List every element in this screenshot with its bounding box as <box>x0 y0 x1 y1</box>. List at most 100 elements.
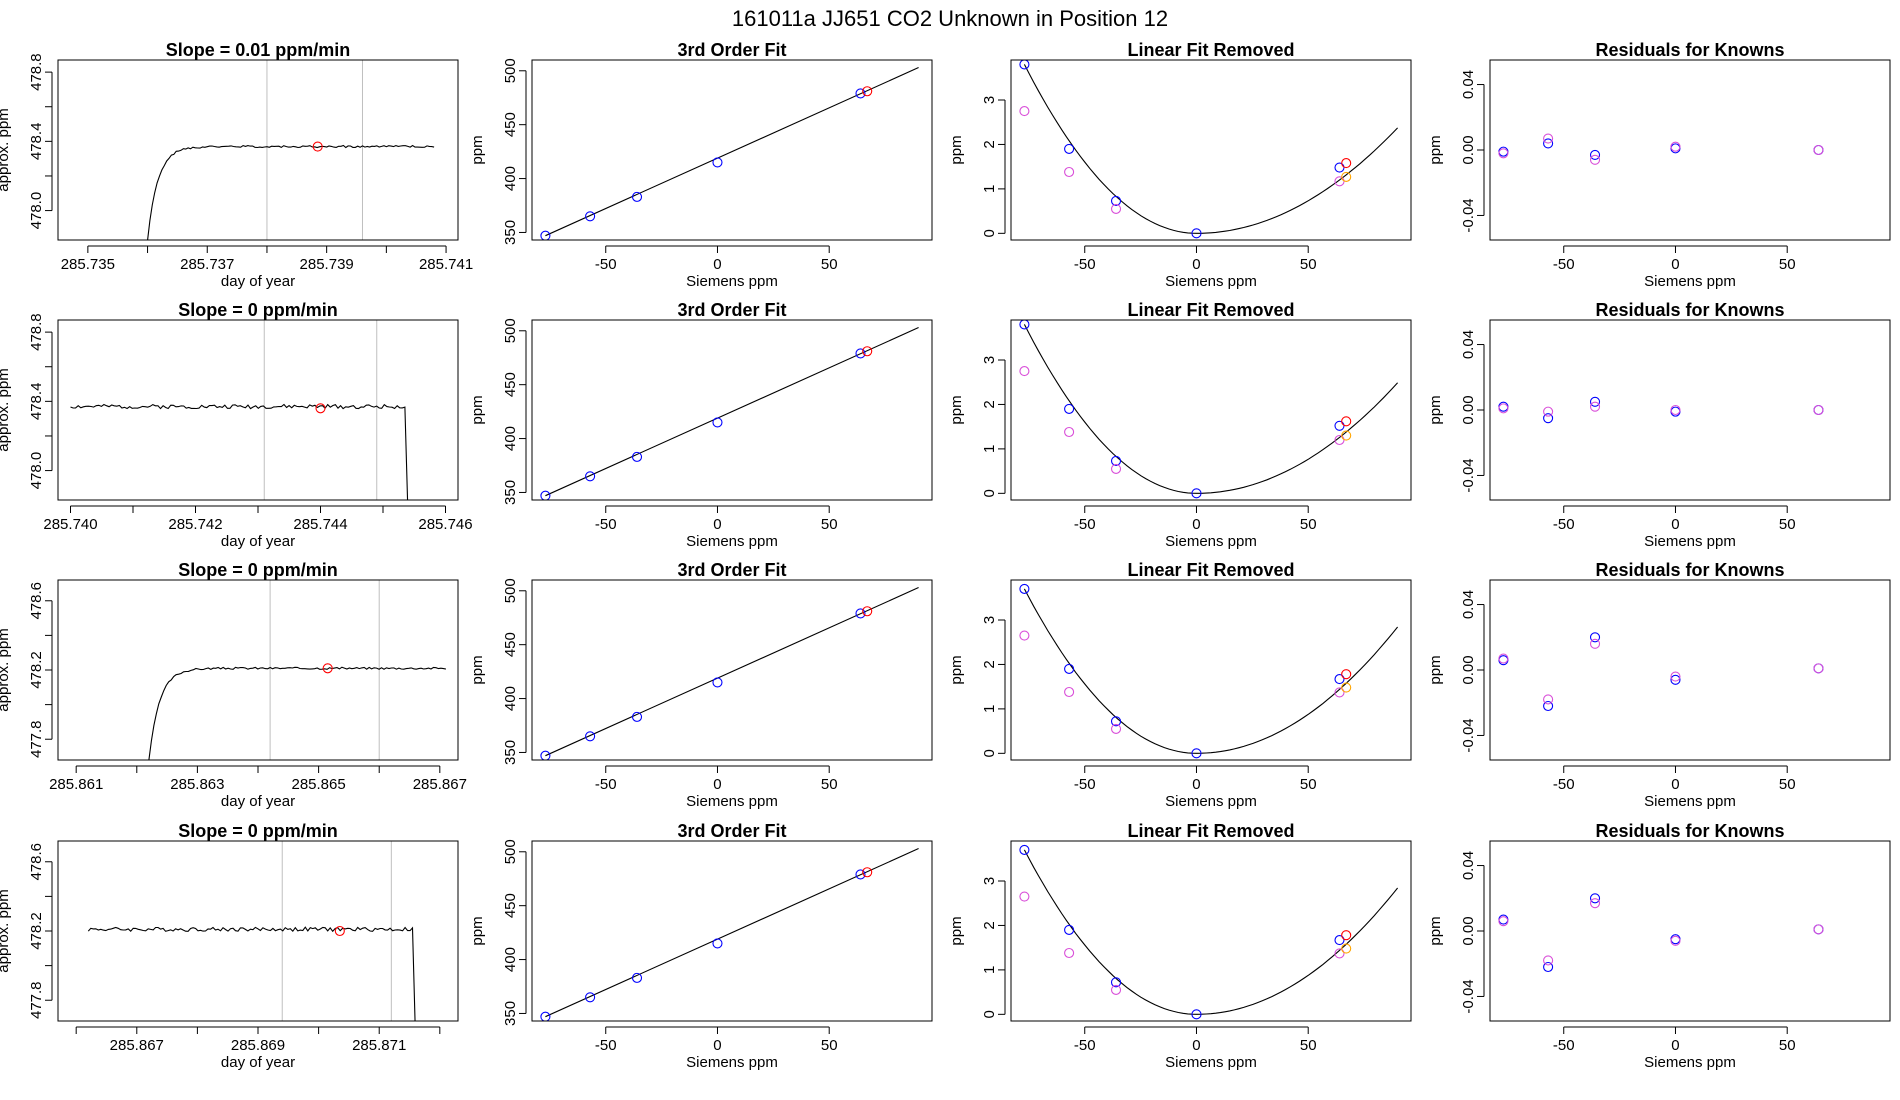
data-point <box>1589 401 1601 412</box>
y-axis-label: ppm <box>1427 655 1444 684</box>
y-tick-label: -0.04 <box>1460 198 1477 232</box>
x-tick-label: -50 <box>1553 776 1575 793</box>
y-tick-label: -0.04 <box>1460 979 1477 1013</box>
data-point <box>862 606 873 617</box>
x-axis-label: day of year <box>221 793 295 810</box>
x-axis-label: day of year <box>221 1054 295 1071</box>
y-tick-label: 1 <box>981 445 998 453</box>
plot-area <box>1498 893 1824 973</box>
y-axis-label: ppm <box>469 655 486 684</box>
y-tick-label: 1 <box>981 966 998 974</box>
y-tick-label: 400 <box>502 686 519 711</box>
data-point <box>1813 404 1824 416</box>
data-point <box>540 1011 551 1021</box>
y-tick-label: 478.2 <box>28 651 45 689</box>
sample-marker-point <box>322 663 333 674</box>
plot-frame <box>1010 840 1412 1022</box>
y-tick-label: 350 <box>502 480 519 505</box>
plot-frame <box>1489 579 1891 761</box>
data-point <box>1019 60 1030 70</box>
plot-frame <box>1010 579 1412 761</box>
y-tick-label: 500 <box>502 58 519 83</box>
x-axis-label: Siemens ppm <box>686 1054 778 1071</box>
data-point <box>1110 723 1122 734</box>
data-point <box>1341 430 1352 441</box>
y-axis-label: ppm <box>1427 395 1444 424</box>
x-tick-label: 285.735 <box>61 256 115 273</box>
panel-r3-c1: 3rd Order Fit -50 0 50 Siemens ppm 350 400 450 5… <box>469 821 933 1071</box>
y-tick-label: 450 <box>502 372 519 397</box>
data-point <box>1191 748 1202 759</box>
data-point <box>1813 144 1824 156</box>
x-tick-label: -50 <box>595 516 617 533</box>
data-point <box>855 608 866 619</box>
x-tick-label: 50 <box>1300 776 1317 793</box>
y-axis-label: ppm <box>948 916 965 945</box>
x-axis-label: Siemens ppm <box>1644 1054 1736 1071</box>
panel-title: 3rd Order Fit <box>677 40 786 60</box>
plot-frame <box>531 59 933 241</box>
data-series-line <box>70 403 409 500</box>
y-tick-label: 0.00 <box>1460 916 1477 945</box>
x-tick-label: 0 <box>713 776 721 793</box>
y-tick-label: 3 <box>981 616 998 624</box>
panel-title: Slope = 0 ppm/min <box>178 560 338 580</box>
y-axis-label: ppm <box>948 395 965 424</box>
data-point <box>1064 403 1075 414</box>
x-axis-label: Siemens ppm <box>686 793 778 810</box>
panel-r1-c1: 3rd Order Fit -50 0 50 Siemens ppm 350 400 450 5… <box>469 300 933 550</box>
x-tick-label: -50 <box>1074 776 1096 793</box>
y-axis-label: approx. ppm <box>0 108 12 191</box>
data-point <box>1064 663 1075 674</box>
sample-marker-point <box>312 141 323 152</box>
panel-r0-c1: 3rd Order Fit -50 0 50 Siemens ppm 350 400 450 5… <box>469 40 933 290</box>
y-tick-label: 400 <box>502 166 519 191</box>
panel-title: Slope = 0.01 ppm/min <box>166 40 351 60</box>
x-tick-label: 50 <box>1300 516 1317 533</box>
plot-frame <box>531 579 933 761</box>
y-tick-label: 478.4 <box>28 383 45 421</box>
panel-title: Linear Fit Removed <box>1127 821 1294 841</box>
plot-frame <box>1010 319 1412 501</box>
x-tick-label: -50 <box>1074 516 1096 533</box>
x-tick-label: -50 <box>1074 256 1096 273</box>
data-point <box>1064 143 1075 154</box>
x-tick-label: 0 <box>713 516 721 533</box>
data-point <box>1110 203 1122 214</box>
data-point <box>1813 663 1824 674</box>
panel-title: 3rd Order Fit <box>677 821 786 841</box>
data-point <box>1019 366 1030 377</box>
data-point <box>1543 694 1554 705</box>
data-point <box>1019 583 1030 594</box>
y-tick-label: 400 <box>502 947 519 972</box>
x-tick-label: 285.863 <box>170 776 224 793</box>
y-tick-label: 0.04 <box>1460 851 1477 880</box>
x-tick-label: 50 <box>821 516 838 533</box>
x-tick-label: -50 <box>1074 1037 1096 1054</box>
x-axis-label: Siemens ppm <box>686 273 778 290</box>
plot-frame <box>1489 319 1891 501</box>
data-point <box>1019 320 1030 330</box>
data-point <box>712 938 723 949</box>
fit-curve <box>1023 64 1398 234</box>
data-point <box>1110 716 1122 727</box>
data-point <box>631 972 643 983</box>
y-axis-label: approx. ppm <box>0 368 12 451</box>
x-tick-label: 0 <box>1671 776 1679 793</box>
x-tick-label: 0 <box>1671 256 1679 273</box>
plot-frame <box>57 319 459 501</box>
y-tick-label: 0.00 <box>1460 135 1477 164</box>
data-point <box>862 346 873 357</box>
data-point <box>712 417 723 428</box>
data-point <box>855 869 866 880</box>
x-tick-label: 0 <box>1192 776 1200 793</box>
plot-frame <box>1489 840 1891 1022</box>
y-tick-label: 500 <box>502 578 519 603</box>
x-tick-label: 285.739 <box>300 256 354 273</box>
data-point <box>585 211 596 222</box>
data-point <box>1589 154 1601 165</box>
plot-area <box>1498 396 1824 424</box>
x-tick-label: 285.737 <box>180 256 234 273</box>
y-tick-label: 500 <box>502 318 519 343</box>
data-point <box>712 157 723 168</box>
